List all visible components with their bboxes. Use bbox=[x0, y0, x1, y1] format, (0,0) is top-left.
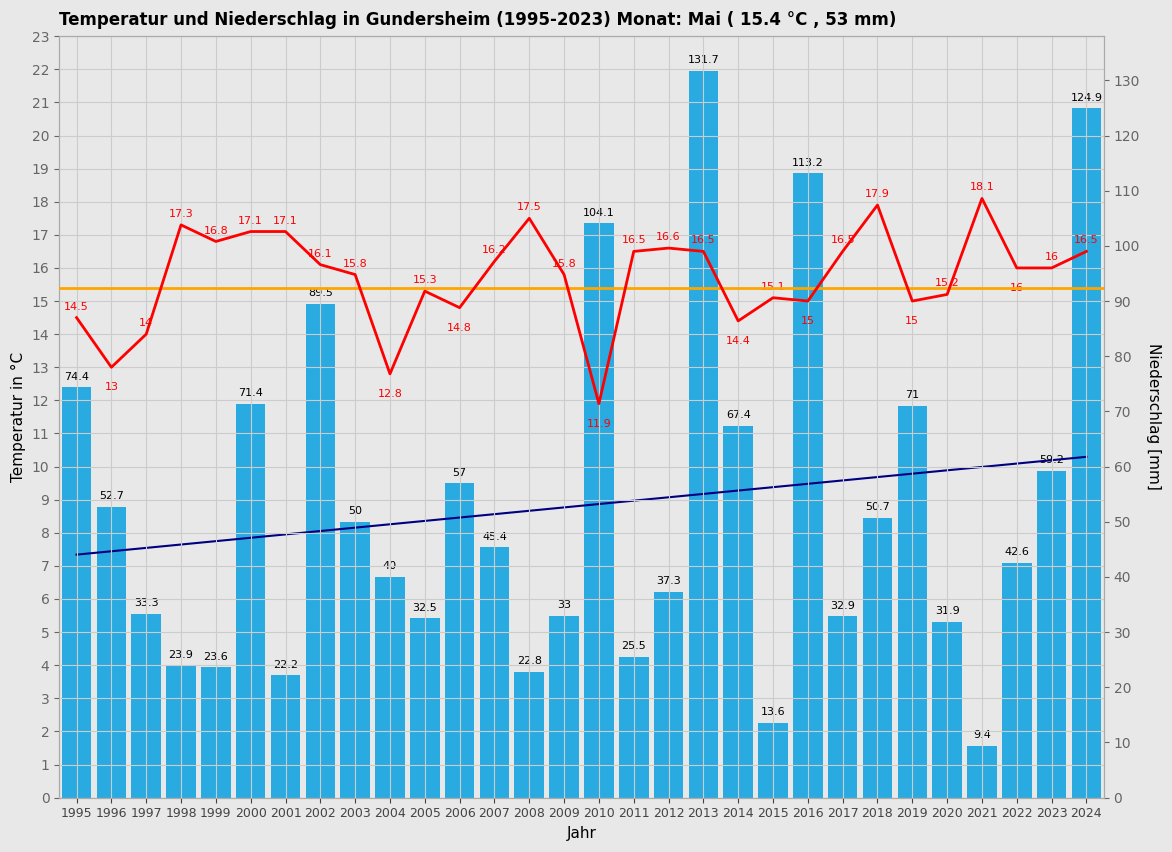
Text: 16.8: 16.8 bbox=[204, 226, 229, 235]
Bar bbox=[236, 404, 266, 797]
Bar bbox=[758, 722, 788, 797]
Text: 17.1: 17.1 bbox=[273, 216, 298, 226]
Text: 131.7: 131.7 bbox=[688, 55, 720, 66]
Text: 50.7: 50.7 bbox=[865, 503, 890, 512]
Bar bbox=[1071, 108, 1102, 797]
Text: 15.3: 15.3 bbox=[413, 275, 437, 285]
Bar bbox=[1037, 471, 1067, 797]
Text: 16: 16 bbox=[1044, 252, 1058, 262]
Bar bbox=[62, 387, 91, 797]
Bar bbox=[515, 672, 544, 797]
Text: 104.1: 104.1 bbox=[582, 208, 615, 218]
Text: 74.4: 74.4 bbox=[64, 371, 89, 382]
Text: 16.5: 16.5 bbox=[621, 235, 646, 245]
Text: 16.5: 16.5 bbox=[691, 235, 716, 245]
Text: 71: 71 bbox=[905, 390, 919, 400]
Bar bbox=[827, 616, 858, 797]
Bar bbox=[271, 675, 300, 797]
Text: 37.3: 37.3 bbox=[656, 576, 681, 586]
Text: 15.2: 15.2 bbox=[935, 279, 960, 289]
X-axis label: Jahr: Jahr bbox=[566, 826, 597, 841]
Text: 9.4: 9.4 bbox=[973, 730, 990, 740]
Bar bbox=[445, 483, 475, 797]
Text: 15.8: 15.8 bbox=[552, 259, 577, 268]
Text: 17.5: 17.5 bbox=[517, 202, 541, 212]
Text: 71.4: 71.4 bbox=[238, 389, 264, 398]
Bar bbox=[933, 622, 962, 797]
Text: 33.3: 33.3 bbox=[134, 598, 158, 608]
Text: 32.9: 32.9 bbox=[830, 601, 856, 611]
Text: 22.8: 22.8 bbox=[517, 656, 541, 666]
Bar bbox=[96, 507, 127, 797]
Bar bbox=[166, 665, 196, 797]
Text: 16.1: 16.1 bbox=[308, 249, 333, 259]
Text: 33: 33 bbox=[557, 600, 571, 610]
Bar bbox=[898, 406, 927, 797]
Text: 16.5: 16.5 bbox=[830, 235, 856, 245]
Bar bbox=[340, 521, 370, 797]
Text: 17.3: 17.3 bbox=[169, 209, 193, 219]
Bar bbox=[1002, 562, 1031, 797]
Text: 40: 40 bbox=[383, 561, 397, 572]
Text: 16.2: 16.2 bbox=[482, 245, 506, 256]
Bar bbox=[967, 746, 996, 797]
Bar bbox=[793, 173, 823, 797]
Y-axis label: Temperatur in °C: Temperatur in °C bbox=[11, 352, 26, 482]
Bar bbox=[723, 426, 752, 797]
Bar bbox=[479, 547, 510, 797]
Text: 23.6: 23.6 bbox=[204, 652, 229, 662]
Text: 45.4: 45.4 bbox=[482, 532, 506, 542]
Bar bbox=[375, 577, 404, 797]
Bar bbox=[619, 657, 648, 797]
Y-axis label: Niederschlag [mm]: Niederschlag [mm] bbox=[1146, 343, 1161, 491]
Text: 15.1: 15.1 bbox=[761, 282, 785, 291]
Text: 113.2: 113.2 bbox=[792, 158, 824, 168]
Text: 15: 15 bbox=[905, 316, 919, 326]
Text: 89.5: 89.5 bbox=[308, 288, 333, 298]
Text: 57: 57 bbox=[452, 468, 466, 478]
Text: 16: 16 bbox=[1010, 283, 1024, 293]
Bar bbox=[863, 518, 892, 797]
Text: 15: 15 bbox=[800, 316, 815, 326]
Text: 25.5: 25.5 bbox=[621, 642, 646, 652]
Text: 13: 13 bbox=[104, 383, 118, 392]
Bar bbox=[550, 615, 579, 797]
Bar bbox=[202, 667, 231, 797]
Text: 16.5: 16.5 bbox=[1074, 235, 1098, 245]
Text: 22.2: 22.2 bbox=[273, 659, 298, 670]
Text: 23.9: 23.9 bbox=[169, 650, 193, 660]
Text: 124.9: 124.9 bbox=[1070, 93, 1103, 103]
Text: 31.9: 31.9 bbox=[935, 606, 960, 616]
Text: 59.2: 59.2 bbox=[1040, 456, 1064, 465]
Bar bbox=[654, 592, 683, 797]
Text: 14.5: 14.5 bbox=[64, 302, 89, 312]
Text: 12.8: 12.8 bbox=[377, 389, 402, 399]
Text: 52.7: 52.7 bbox=[98, 492, 124, 501]
Bar bbox=[584, 223, 614, 797]
Text: 17.1: 17.1 bbox=[238, 216, 263, 226]
Text: 67.4: 67.4 bbox=[725, 410, 750, 420]
Text: 14.4: 14.4 bbox=[725, 336, 750, 346]
Text: 50: 50 bbox=[348, 506, 362, 516]
Text: 42.6: 42.6 bbox=[1004, 547, 1029, 557]
Text: 15.8: 15.8 bbox=[342, 259, 368, 268]
Text: 32.5: 32.5 bbox=[413, 602, 437, 613]
Bar bbox=[131, 614, 161, 797]
Text: 18.1: 18.1 bbox=[969, 182, 994, 193]
Bar bbox=[410, 619, 440, 797]
Bar bbox=[306, 304, 335, 797]
Text: 13.6: 13.6 bbox=[761, 707, 785, 717]
Text: 11.9: 11.9 bbox=[586, 418, 612, 429]
Text: 14.8: 14.8 bbox=[448, 323, 472, 332]
Text: Temperatur und Niederschlag in Gundersheim (1995-2023) Monat: Mai ( 15.4 °C , 53: Temperatur und Niederschlag in Gundershe… bbox=[59, 11, 897, 29]
Bar bbox=[689, 71, 718, 797]
Text: 14: 14 bbox=[139, 318, 154, 328]
Text: 16.6: 16.6 bbox=[656, 232, 681, 242]
Text: 17.9: 17.9 bbox=[865, 189, 890, 199]
